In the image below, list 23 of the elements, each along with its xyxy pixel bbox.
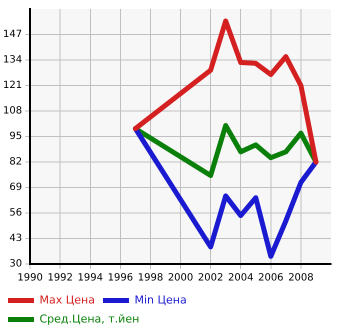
x-tick-label: 2000 [168, 272, 194, 284]
x-tick-label: 2006 [258, 272, 284, 284]
y-tick-label: 69 [9, 182, 22, 194]
y-tick-label: 43 [9, 233, 22, 244]
y-tick-label: 56 [9, 208, 22, 219]
y-tick-label: 147 [2, 29, 22, 40]
y-tick-label: 30 [9, 258, 22, 270]
y-tick-label: 121 [2, 80, 22, 92]
x-tick-label: 1994 [78, 272, 103, 284]
y-tick-label: 82 [9, 156, 22, 168]
x-tick-label: 1998 [138, 272, 164, 284]
x-tick-label: 1992 [47, 272, 73, 284]
x-tick-label: 2004 [228, 272, 254, 284]
x-tick-label: 2002 [198, 272, 224, 284]
legend-label: Max Цена [40, 293, 95, 306]
x-tick-label: 2008 [288, 272, 314, 284]
y-tick-label: 134 [2, 54, 22, 66]
x-tick-label: 1990 [17, 272, 43, 284]
y-tick-label: 108 [2, 106, 22, 117]
legend-label: Min Цена [134, 293, 187, 306]
y-tick-label: 95 [9, 131, 22, 142]
legend-label: Сред.Цена, т.йен [40, 312, 140, 326]
x-tick-label: 1996 [108, 272, 134, 284]
